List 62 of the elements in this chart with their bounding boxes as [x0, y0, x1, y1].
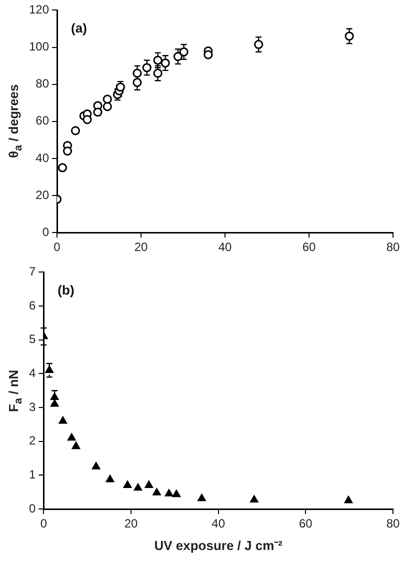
point: [92, 462, 100, 470]
point: [153, 68, 162, 78]
point: [254, 40, 264, 50]
point: [153, 56, 162, 65]
x-tick-label: 60: [302, 240, 316, 254]
point: [62, 146, 72, 156]
point: [144, 480, 153, 488]
point: [102, 94, 112, 104]
point: [134, 483, 142, 491]
point: [58, 163, 68, 172]
point: [50, 392, 59, 400]
annotation: (a): [71, 20, 87, 36]
x-tick-label: 40: [218, 240, 232, 254]
point: [160, 58, 170, 68]
x-tick-label: 80: [386, 240, 400, 254]
point: [68, 433, 76, 441]
y-tick-label: 0: [28, 501, 36, 516]
point: [250, 495, 258, 503]
point: [198, 494, 206, 502]
x-tick-label: 40: [212, 516, 226, 531]
point: [164, 489, 174, 496]
point: [70, 126, 80, 136]
y-tick-label: 0: [42, 224, 50, 239]
x-tick-label: 0: [54, 240, 61, 254]
point: [72, 442, 80, 450]
point: [123, 480, 132, 488]
point: [204, 50, 213, 60]
point: [179, 47, 188, 56]
y-tick-label: 4: [28, 366, 36, 380]
point: [172, 490, 180, 498]
point: [142, 63, 152, 72]
point: [132, 78, 142, 88]
point: [58, 416, 67, 424]
point: [45, 366, 54, 373]
y-tick-label: 80: [36, 76, 50, 91]
y-tick-label: 2: [28, 434, 36, 448]
x-tick-label: 80: [386, 516, 400, 531]
y-tick-label: 20: [36, 188, 50, 202]
y-tick-label: 5: [28, 332, 36, 346]
y-tick-label: 120: [28, 2, 50, 17]
x-tick-label: 20: [124, 516, 138, 531]
x-tick-label: 60: [298, 516, 313, 531]
point: [132, 68, 142, 78]
point: [152, 488, 161, 496]
point: [344, 496, 352, 504]
y-tick-label: 60: [36, 114, 50, 128]
point: [102, 102, 112, 112]
y-tick-label: 7: [28, 264, 36, 279]
y-tick-label: 3: [28, 400, 36, 414]
annotation: (b): [58, 282, 74, 298]
point: [82, 114, 92, 124]
y-tick-label: 40: [36, 150, 50, 165]
point: [173, 52, 183, 62]
point: [93, 108, 102, 117]
y-tick-label: 1: [28, 467, 36, 482]
point: [344, 32, 354, 41]
x-axis-title: UV exposure / J cm⁻²: [154, 538, 284, 553]
point: [50, 400, 59, 407]
y-tick-label: 100: [28, 40, 50, 54]
x-tick-label: 20: [134, 240, 148, 254]
point: [106, 475, 114, 482]
y-tick-label: 6: [28, 298, 36, 312]
